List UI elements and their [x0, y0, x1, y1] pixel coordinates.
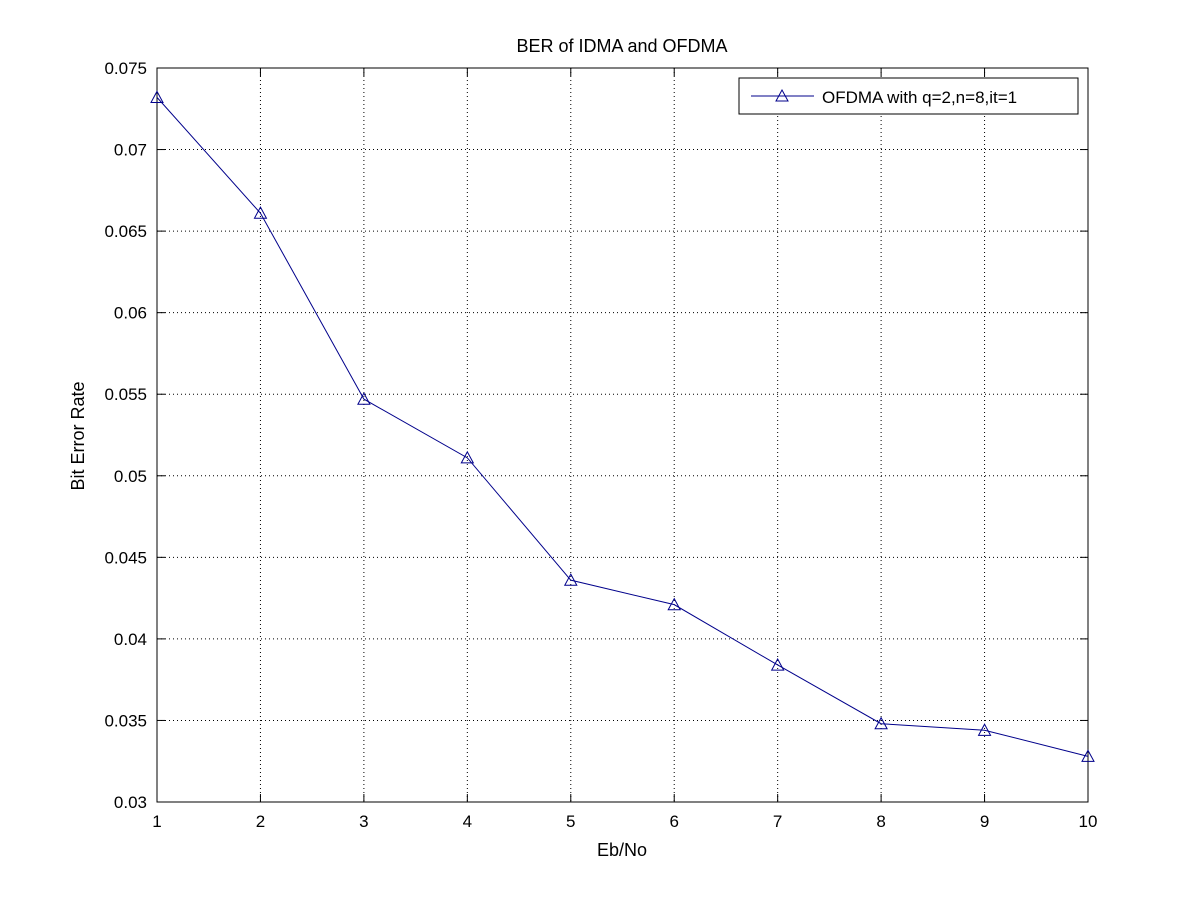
y-tick-label: 0.07: [114, 141, 147, 160]
x-axis-label: Eb/No: [597, 840, 647, 860]
data-point-triangle: [1081, 749, 1095, 762]
legend: OFDMA with q=2,n=8,it=1: [738, 77, 1079, 115]
y-tick-label: 0.055: [104, 385, 147, 404]
x-tick-label: 2: [256, 812, 265, 831]
x-tick-label: 10: [1079, 812, 1098, 831]
x-tick-label: 5: [566, 812, 575, 831]
x-tick-label: 8: [876, 812, 885, 831]
chart-title: BER of IDMA and OFDMA: [516, 36, 727, 56]
y-tick-label: 0.05: [114, 467, 147, 486]
data-point-triangle: [770, 657, 785, 671]
ticks: 1 2 3 4 5 6 7 8 9 10 0.03 0.035 0.04 0.045 0.05 0.055 0.…: [104, 59, 1097, 831]
y-tick-label: 0.065: [104, 222, 147, 241]
y-tick-label: 0.06: [114, 304, 147, 323]
legend-label: OFDMA with q=2,n=8,it=1: [822, 88, 1017, 107]
data-point-triangle: [977, 723, 992, 736]
data-point-triangle: [253, 206, 268, 219]
y-tick-label: 0.045: [104, 548, 147, 567]
x-tick-label: 4: [463, 812, 472, 831]
series-line: [156, 97, 1089, 757]
y-axis-label: Bit Error Rate: [68, 381, 88, 490]
plot-frame: [156, 67, 1089, 803]
y-tick-label: 0.04: [114, 630, 147, 649]
x-tick-label: 7: [773, 812, 782, 831]
x-tick-label: 6: [669, 812, 678, 831]
x-tick-label: 1: [152, 812, 161, 831]
y-tick-label: 0.035: [104, 711, 147, 730]
legend-marker-triangle: [775, 88, 789, 102]
x-tick-label: 3: [359, 812, 368, 831]
data-point-triangle: [150, 90, 164, 103]
x-tick-label: 9: [980, 812, 989, 831]
data-point-triangle: [357, 392, 371, 405]
y-tick-label: 0.03: [114, 793, 147, 812]
data-point-triangle: [460, 450, 475, 464]
plot-area: [157, 68, 1088, 802]
series-group: [150, 90, 1095, 762]
data-point-triangle: [874, 716, 888, 730]
y-tick-label: 0.075: [104, 59, 147, 78]
data-point-triangle: [563, 573, 578, 586]
data-point-triangle: [667, 597, 682, 611]
